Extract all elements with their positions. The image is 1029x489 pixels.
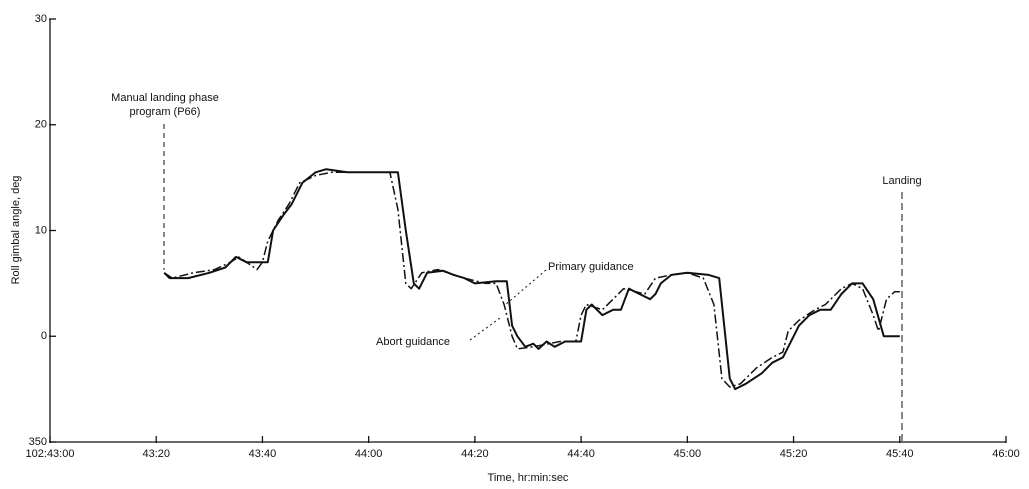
x-tick-label: 44:00 <box>355 448 383 460</box>
x-tick-label: 44:20 <box>461 448 489 460</box>
x-tick-label: 102:43:00 <box>26 448 75 460</box>
y-axis-label: Roll gimbal angle, deg <box>10 176 22 285</box>
x-tick-label: 43:40 <box>249 448 277 460</box>
annotation: Landing <box>882 175 921 187</box>
data-line <box>163 171 900 388</box>
y-tick-label: 0 <box>41 330 47 342</box>
x-tick-label: 46:00 <box>992 448 1020 460</box>
annotation: Primary guidance <box>548 261 634 273</box>
y-tick-label: 20 <box>35 119 47 131</box>
leader-line <box>469 317 501 341</box>
x-tick-label: 45:40 <box>886 448 914 460</box>
annotation: Manual landing phase <box>111 92 219 104</box>
annotation: Abort guidance <box>376 336 450 348</box>
y-tick-label: 30 <box>35 13 47 25</box>
data-line <box>163 168 900 391</box>
x-tick-label: 45:20 <box>780 448 808 460</box>
y-tick-label: 10 <box>35 224 47 236</box>
leader-line <box>504 269 547 306</box>
x-axis-label: Time, hr:min:sec <box>488 472 569 484</box>
x-tick-label: 43:20 <box>142 448 170 460</box>
y-tick-label: 350 <box>29 436 47 448</box>
x-tick-label: 44:40 <box>567 448 595 460</box>
x-tick-label: 45:00 <box>674 448 702 460</box>
annotation: program (P66) <box>130 106 201 118</box>
